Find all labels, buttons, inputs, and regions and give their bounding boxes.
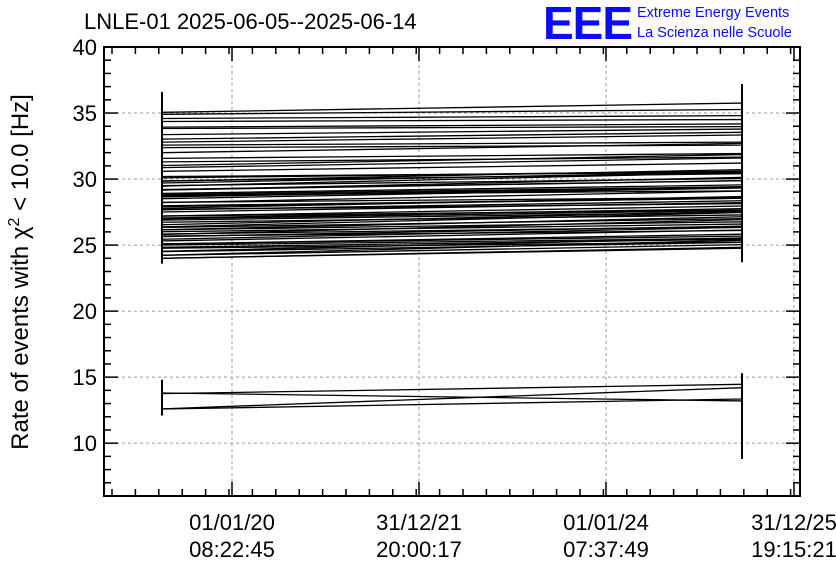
series-line bbox=[161, 162, 743, 172]
series-line bbox=[161, 214, 743, 223]
series-line bbox=[161, 211, 743, 221]
series-line bbox=[161, 243, 743, 257]
logo-caption-line2: La Scienza nelle Scuole bbox=[637, 25, 792, 41]
series-line bbox=[161, 200, 743, 211]
logo-caption-line1: Extreme Energy Events bbox=[637, 5, 790, 21]
series-lines bbox=[161, 102, 743, 410]
series-line bbox=[161, 247, 743, 259]
eee-logo: EEE bbox=[543, 0, 633, 49]
series-line bbox=[161, 190, 743, 196]
series-line bbox=[161, 152, 743, 159]
series-line bbox=[161, 144, 743, 149]
y-tick-label: 25 bbox=[73, 233, 97, 258]
series-line bbox=[161, 197, 743, 207]
series-line bbox=[161, 157, 743, 169]
series-line bbox=[161, 398, 743, 410]
series-line bbox=[161, 168, 743, 182]
y-tick-label: 40 bbox=[73, 35, 97, 60]
series-line bbox=[161, 209, 743, 220]
series-line bbox=[161, 141, 743, 146]
series-line bbox=[161, 179, 743, 191]
series-line bbox=[161, 186, 743, 196]
series-line bbox=[161, 241, 743, 253]
series-line bbox=[161, 114, 743, 120]
x-tick-date-label: 31/12/21 bbox=[376, 510, 462, 535]
error-bars bbox=[161, 83, 743, 460]
series-line bbox=[161, 125, 743, 130]
series-line bbox=[161, 223, 743, 233]
series-line bbox=[161, 211, 743, 228]
series-line bbox=[161, 108, 743, 115]
y-axis: 10 15 20 25 30 35 40 bbox=[73, 35, 800, 497]
series-line bbox=[161, 123, 743, 128]
series-line bbox=[161, 235, 743, 245]
series-line bbox=[161, 209, 743, 217]
series-line bbox=[161, 392, 743, 402]
x-tick-date-label: 01/01/20 bbox=[189, 510, 275, 535]
series-line bbox=[161, 217, 743, 229]
series-line bbox=[161, 184, 743, 195]
series-line bbox=[161, 170, 743, 179]
x-tick-time-label: 08:22:45 bbox=[189, 537, 275, 562]
x-tick-time-label: 19:15:21 bbox=[751, 537, 836, 562]
series-line bbox=[161, 205, 743, 217]
y-tick-label: 35 bbox=[73, 101, 97, 126]
y-tick-label: 20 bbox=[73, 299, 97, 324]
series-line bbox=[161, 196, 743, 203]
series-line bbox=[161, 190, 743, 204]
y-tick-label: 30 bbox=[73, 167, 97, 192]
y-axis-label: Rate of events with χ2 < 10.0 [Hz] bbox=[6, 94, 34, 450]
x-tick-date-label: 01/01/24 bbox=[563, 510, 649, 535]
series-line bbox=[161, 387, 743, 410]
series-line bbox=[161, 128, 743, 136]
y-tick-label: 10 bbox=[73, 431, 97, 456]
series-line bbox=[161, 221, 743, 231]
series-line bbox=[161, 118, 743, 123]
x-tick-time-label: 20:00:17 bbox=[376, 537, 462, 562]
series-line bbox=[161, 102, 743, 113]
series-line bbox=[161, 237, 743, 246]
x-tick-time-label: 07:37:49 bbox=[563, 537, 649, 562]
series-line bbox=[161, 241, 743, 249]
series-line bbox=[161, 131, 743, 140]
chart-title: LNLE-01 2025-06-05--2025-06-14 bbox=[84, 9, 417, 34]
series-line bbox=[161, 218, 743, 236]
y-tick-label: 15 bbox=[73, 365, 97, 390]
series-line bbox=[161, 238, 743, 248]
series-line bbox=[161, 134, 743, 143]
x-tick-date-label: 31/12/25 bbox=[751, 510, 836, 535]
series-line bbox=[161, 383, 743, 395]
series-line bbox=[161, 226, 743, 235]
series-line bbox=[161, 156, 743, 163]
